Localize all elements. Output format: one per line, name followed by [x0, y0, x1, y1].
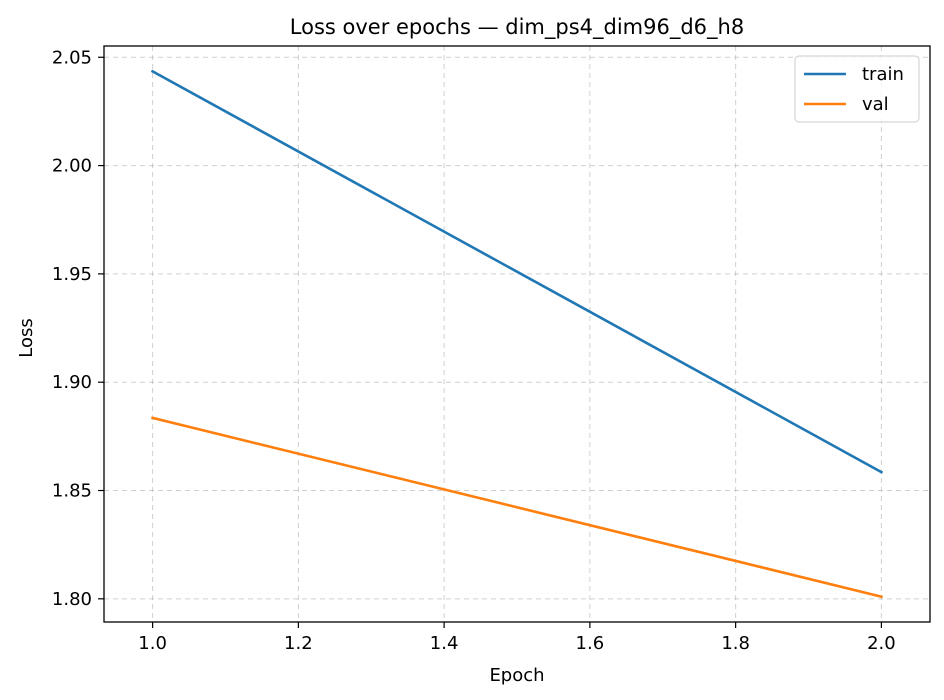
legend-label-train: train	[862, 64, 904, 85]
plot-frame	[103, 45, 931, 623]
x-tick-label: 1.6	[576, 633, 605, 654]
series-line-train	[150, 69, 884, 474]
x-axis-title: Epoch	[489, 665, 544, 686]
chart-title: Loss over epochs — dim_ps4_dim96_d6_h8	[290, 15, 744, 40]
y-tick-label: 1.80	[52, 589, 92, 610]
y-tick-label: 1.90	[52, 372, 92, 393]
legend: train val	[794, 55, 920, 123]
y-tick-label: 2.05	[52, 47, 92, 68]
x-tick-label: 2.0	[867, 633, 896, 654]
y-tick-label: 1.85	[52, 481, 92, 502]
y-tick-label: 1.95	[52, 264, 92, 285]
x-tick-label: 1.0	[138, 633, 167, 654]
x-tick-label: 1.4	[430, 633, 459, 654]
x-tick-label: 1.8	[721, 633, 750, 654]
legend-label-val: val	[862, 94, 889, 115]
legend-box	[794, 55, 920, 123]
series-lines	[150, 69, 884, 599]
axis-ticks: 1.0 1.2 1.4 1.6 1.8 2.0 1.80 1.85 1.90 1.95 2.00 2.…	[52, 47, 896, 654]
series-line-val	[151, 416, 883, 599]
x-tick-label: 1.2	[284, 633, 313, 654]
y-axis-title: Loss	[16, 318, 37, 357]
y-tick-label: 2.00	[52, 156, 92, 177]
